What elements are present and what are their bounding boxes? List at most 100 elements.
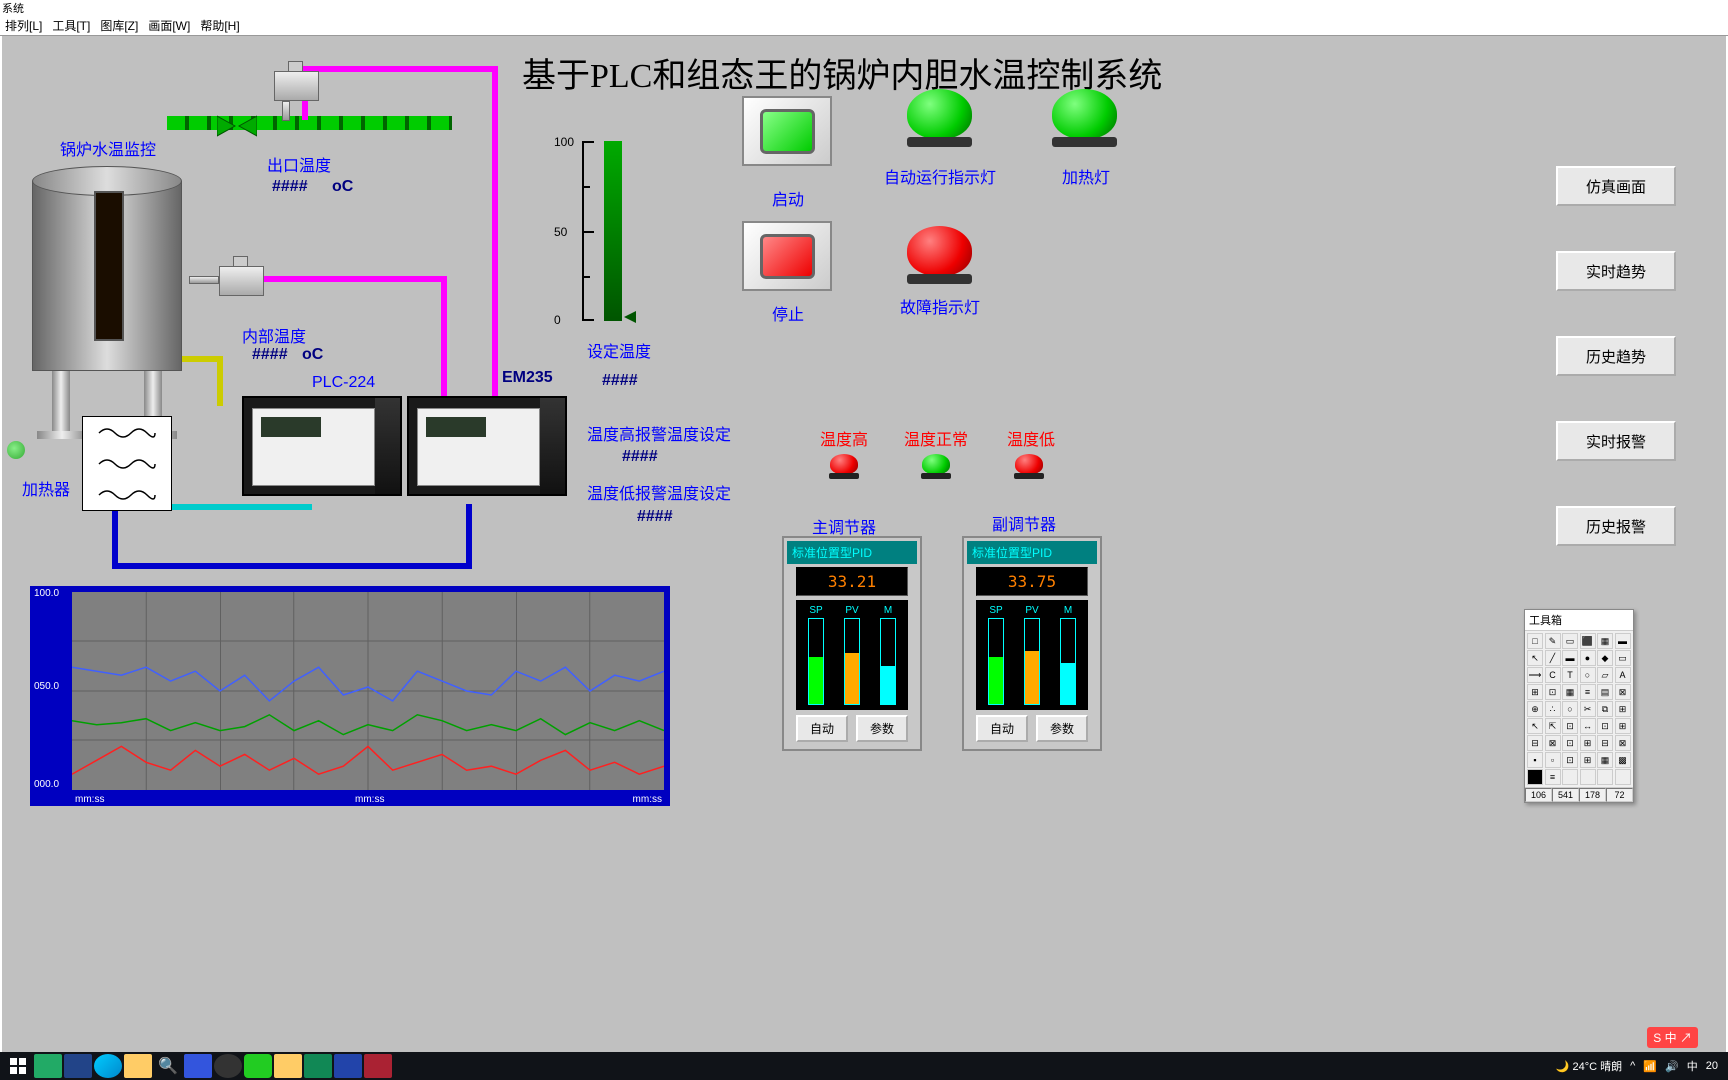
start-label: 启动 xyxy=(772,186,804,210)
app-icon-5[interactable] xyxy=(364,1054,392,1078)
temp-ok-label: 温度正常 xyxy=(904,426,968,450)
wechat-icon[interactable] xyxy=(244,1054,272,1078)
hi-alarm-value: #### xyxy=(622,448,658,466)
start-button[interactable] xyxy=(742,96,832,166)
pipe-blue-v2 xyxy=(466,504,472,566)
inner-temp-label: 内部温度 xyxy=(242,323,306,347)
pid-bars: SP PV M xyxy=(976,600,1088,710)
heater-label: 加热器 xyxy=(22,476,70,500)
boiler-tank xyxy=(32,166,182,376)
tank-label: 锅炉水温监控 xyxy=(60,136,156,160)
toolbox-status: 10654117872 xyxy=(1525,787,1633,802)
toolbox-palette[interactable]: 工具箱 □✎▭⬛▦▬ ↖╱▬●◆▭ ⟶CT○▱A ⊞⊡▦≡▤⊠ ⊕∴○✂⧉⊞ ↖… xyxy=(1524,609,1634,803)
menu-arrange[interactable]: 排列[L] xyxy=(5,17,42,32)
word-icon[interactable] xyxy=(334,1054,362,1078)
auto-run-label: 自动运行指示灯 xyxy=(884,164,996,188)
pipe-green xyxy=(167,116,452,130)
set-temp-label: 设定温度 xyxy=(587,338,651,362)
temp-lo-label: 温度低 xyxy=(1007,426,1055,450)
temp-ok-lamp xyxy=(922,454,950,474)
pipe-blue-v1 xyxy=(112,511,118,569)
window-titlebar: 系统 xyxy=(0,0,1728,14)
pipe-magenta-v3 xyxy=(441,276,447,404)
nav-sim[interactable]: 仿真画面 xyxy=(1556,166,1676,206)
temp-hi-lamp xyxy=(830,454,858,474)
app-icon-1[interactable] xyxy=(64,1054,92,1078)
edge-icon[interactable] xyxy=(94,1054,122,1078)
pipe-cyan xyxy=(172,504,312,510)
em235-module xyxy=(407,396,567,496)
auto-run-lamp xyxy=(907,89,972,139)
heat-lamp xyxy=(1052,89,1117,139)
aux-reg-label: 副调节器 xyxy=(992,511,1056,535)
inner-temp-value: #### xyxy=(252,346,288,364)
nav-history-alarm[interactable]: 历史报警 xyxy=(1556,506,1676,546)
app-icon-2[interactable] xyxy=(184,1054,212,1078)
clock[interactable]: 20 xyxy=(1706,1060,1718,1072)
em-label: EM235 xyxy=(502,369,553,387)
taskview-icon[interactable] xyxy=(34,1054,62,1078)
temp-lo-lamp xyxy=(1015,454,1043,474)
nav-realtime-alarm[interactable]: 实时报警 xyxy=(1556,421,1676,461)
stop-button[interactable] xyxy=(742,221,832,291)
menubar: 排列[L] 工具[T] 图库[Z] 画面[W] 帮助[H] xyxy=(0,14,1728,36)
nav-history-trend[interactable]: 历史趋势 xyxy=(1556,336,1676,376)
temp-hi-label: 温度高 xyxy=(820,426,868,450)
main-pid-value: 33.21 xyxy=(796,567,908,596)
aux-pid-value: 33.75 xyxy=(976,567,1088,596)
app-icon-4[interactable] xyxy=(274,1054,302,1078)
toolbox-grid[interactable]: □✎▭⬛▦▬ ↖╱▬●◆▭ ⟶CT○▱A ⊞⊡▦≡▤⊠ ⊕∴○✂⧉⊞ ↖⇱⊡↔⊡… xyxy=(1525,631,1633,787)
pipe-yellow-v xyxy=(217,356,223,406)
menu-help[interactable]: 帮助[H] xyxy=(200,17,239,32)
plc-label: PLC-224 xyxy=(312,374,375,392)
taskbar-tray[interactable]: 🌙 24°C 晴朗 ^ 📶 🔊 中 20 xyxy=(1556,1058,1724,1074)
app-icon-3[interactable] xyxy=(214,1054,242,1078)
outlet-temp-unit: oC xyxy=(332,178,353,196)
cursor-indicator xyxy=(7,441,25,459)
pid-param-btn[interactable]: 参数 xyxy=(856,715,908,742)
pid-param-btn[interactable]: 参数 xyxy=(1036,715,1088,742)
pipe-magenta-v2 xyxy=(492,66,498,406)
inner-temp-unit: oC xyxy=(302,346,323,364)
menu-tools[interactable]: 工具[T] xyxy=(52,17,90,32)
start-menu-icon[interactable] xyxy=(4,1054,32,1078)
tray-network[interactable]: 📶 xyxy=(1643,1060,1657,1073)
trend-plot xyxy=(72,592,664,790)
explorer-icon[interactable] xyxy=(124,1054,152,1078)
main-pid-panel: 标准位置型PID 33.21 SP PV M 自动 参数 xyxy=(782,536,922,751)
pid-title: 标准位置型PID xyxy=(967,541,1097,564)
pid-bars: SP PV M xyxy=(796,600,908,710)
heater-box xyxy=(82,416,172,511)
excel-icon[interactable] xyxy=(304,1054,332,1078)
ime-indicator[interactable]: 中 xyxy=(1687,1058,1698,1074)
set-temp-value: #### xyxy=(602,372,638,390)
menu-screen[interactable]: 画面[W] xyxy=(148,17,190,32)
menu-library[interactable]: 图库[Z] xyxy=(100,17,138,32)
fault-lamp xyxy=(907,226,972,276)
search-icon[interactable]: 🔍 xyxy=(154,1054,182,1078)
tray-chevron[interactable]: ^ xyxy=(1630,1060,1635,1072)
temp-scale: 100 50 0 xyxy=(582,141,647,321)
sogou-ime-badge[interactable]: S 中 ↗ xyxy=(1647,1027,1698,1048)
nav-realtime-trend[interactable]: 实时趋势 xyxy=(1556,251,1676,291)
weather-widget[interactable]: 🌙 24°C 晴朗 xyxy=(1556,1058,1622,1074)
outlet-temp-value: #### xyxy=(272,178,308,196)
tray-volume[interactable]: 🔊 xyxy=(1665,1060,1679,1073)
page-title: 基于PLC和组态王的锅炉内胆水温控制系统 xyxy=(522,48,1162,97)
aux-pid-panel: 标准位置型PID 33.75 SP PV M 自动 参数 xyxy=(962,536,1102,751)
outlet-temp-sensor xyxy=(262,61,332,111)
pipe-blue-h xyxy=(112,563,472,569)
trend-chart: 100.0 050.0 000.0 mm:ss mm:ss mm:ss xyxy=(30,586,670,806)
valve-icon xyxy=(217,111,257,146)
heat-lamp-label: 加热灯 xyxy=(1062,164,1110,188)
windows-taskbar[interactable]: 🔍 🌙 24°C 晴朗 ^ 📶 🔊 中 20 xyxy=(0,1052,1728,1080)
stop-label: 停止 xyxy=(772,301,804,325)
inner-temp-sensor xyxy=(207,256,277,306)
outlet-temp-label: 出口温度 xyxy=(267,152,331,176)
main-reg-label: 主调节器 xyxy=(812,514,876,538)
lo-alarm-label: 温度低报警温度设定 xyxy=(587,480,731,504)
pid-auto-btn[interactable]: 自动 xyxy=(976,715,1028,742)
pid-title: 标准位置型PID xyxy=(787,541,917,564)
lo-alarm-value: #### xyxy=(637,508,673,526)
pid-auto-btn[interactable]: 自动 xyxy=(796,715,848,742)
